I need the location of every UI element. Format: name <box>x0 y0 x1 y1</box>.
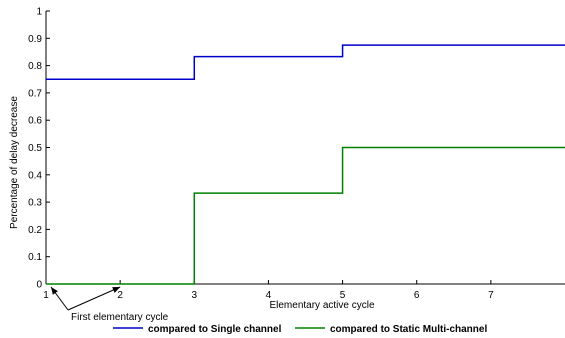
series-line-single-channel <box>46 44 565 80</box>
y-tick-label: 0.3 <box>28 198 42 209</box>
series-lines <box>46 44 565 285</box>
x-axis-label: Elementary active cycle <box>269 300 374 311</box>
y-tick-label: 1 <box>36 7 42 18</box>
x-tick-label: 4 <box>266 290 272 301</box>
annotation-arrowhead <box>112 287 121 293</box>
annotation-arrowhead <box>51 287 58 295</box>
legend-label-single-channel: compared to Single channel <box>148 324 282 335</box>
x-tick-label: 2 <box>117 290 123 301</box>
x-axis-ticks: 1 2 3 4 5 6 7 <box>43 280 494 301</box>
y-tick-label: 0.4 <box>28 170 42 181</box>
series-line-static-multichannel <box>46 146 565 285</box>
x-tick-label: 5 <box>340 290 346 301</box>
annotation-arrow-line <box>67 286 121 311</box>
x-tick-label: 6 <box>414 290 420 301</box>
y-axis-label: Percentage of delay decrease <box>9 96 20 229</box>
legend-label-static-multichannel: compared to Static Multi-channel <box>330 324 487 335</box>
y-tick-label: 0.7 <box>28 88 42 99</box>
y-tick-label: 0.1 <box>28 252 42 263</box>
y-axis-ticks: 0 0.1 0.2 0.3 0.4 0.5 0.6 0.7 0.8 0.9 1 <box>28 7 50 291</box>
y-tick-label: 0.2 <box>28 225 42 236</box>
y-tick-label: 0.5 <box>28 143 42 154</box>
y-tick-label: 0 <box>36 280 42 291</box>
x-tick-label: 7 <box>488 290 494 301</box>
y-tick-label: 0.6 <box>28 116 42 127</box>
legend: compared to Single channel compared to S… <box>113 324 487 335</box>
x-tick-label: 1 <box>43 290 49 301</box>
annotation-first-elementary-cycle: First elementary cycle <box>71 312 169 323</box>
y-tick-label: 0.9 <box>28 34 42 45</box>
x-tick-label: 3 <box>192 290 198 301</box>
y-tick-label: 0.8 <box>28 61 42 72</box>
plot-area: 0 0.1 0.2 0.3 0.4 0.5 0.6 0.7 0.8 0.9 1 1 2 3 4 5 6 7 <box>28 7 565 311</box>
annotation-arrows <box>50 286 121 311</box>
